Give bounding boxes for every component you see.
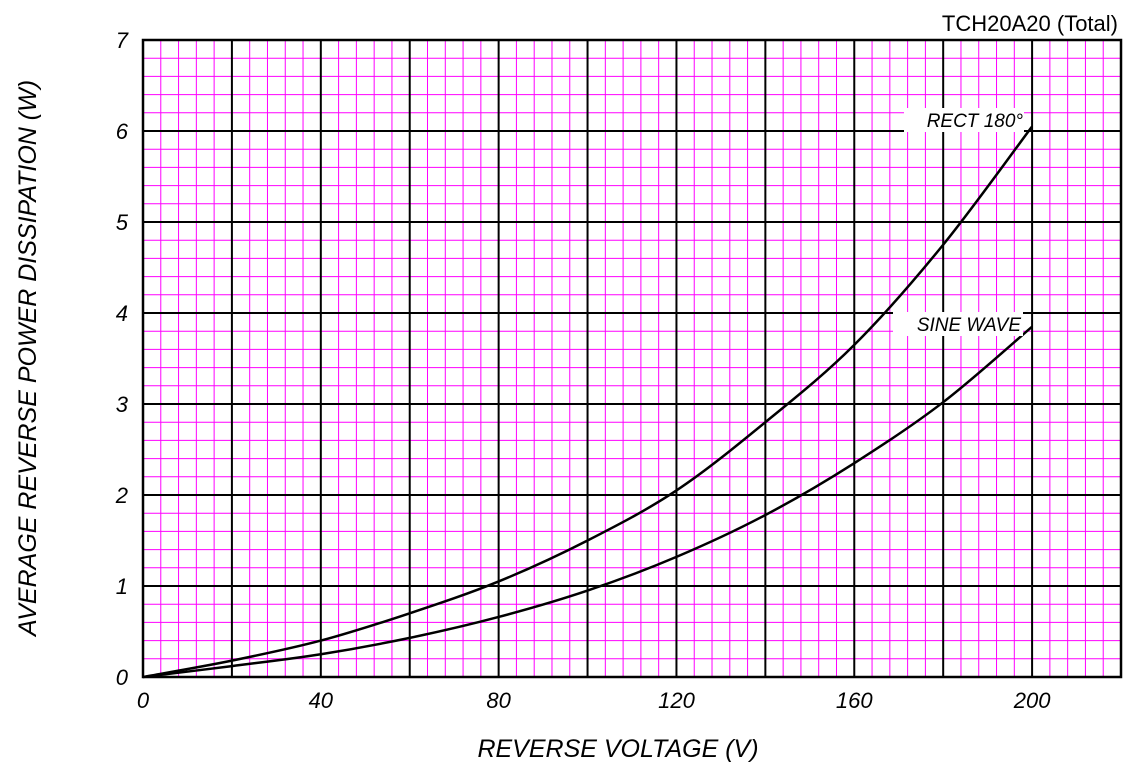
y-tick-label: 3 — [116, 392, 129, 417]
chart-title: TCH20A20 (Total) — [942, 11, 1118, 36]
series-line-rect-180 — [142, 125, 1034, 679]
x-tick-label: 0 — [137, 688, 150, 713]
y-tick-label: 1 — [116, 574, 128, 599]
x-tick-label: 160 — [836, 688, 873, 713]
x-tick-label: 80 — [486, 688, 511, 713]
x-tick-label: 200 — [1013, 688, 1051, 713]
series-line-sine-wave — [142, 325, 1033, 679]
x-tick-label: 120 — [658, 688, 695, 713]
series-layer — [142, 125, 1034, 679]
y-tick-label: 2 — [115, 483, 128, 508]
x-axis-label: REVERSE VOLTAGE (V) — [477, 735, 758, 763]
series-label-rect-180: RECT 180° — [927, 111, 1024, 132]
label-bg-rect — [904, 108, 1024, 132]
series-label-sine-wave: SINE WAVE — [917, 315, 1022, 336]
plot-background — [143, 40, 1121, 677]
major-grid — [143, 40, 1121, 677]
y-tick-label: 4 — [116, 301, 128, 326]
tick-labels: 0 40 80 120 160 200 0 1 2 3 4 5 6 7 — [115, 28, 1051, 713]
plot-frame — [141, 38, 1123, 679]
y-axis-label: AVERAGE REVERSE POWER DISSIPATION (W) — [14, 80, 42, 638]
y-tick-label: 6 — [116, 119, 129, 144]
y-tick-label: 0 — [116, 665, 129, 690]
y-tick-label: 7 — [116, 28, 129, 53]
y-tick-label: 5 — [116, 210, 129, 235]
x-tick-label: 40 — [309, 688, 334, 713]
label-bg-sine — [893, 312, 1023, 336]
